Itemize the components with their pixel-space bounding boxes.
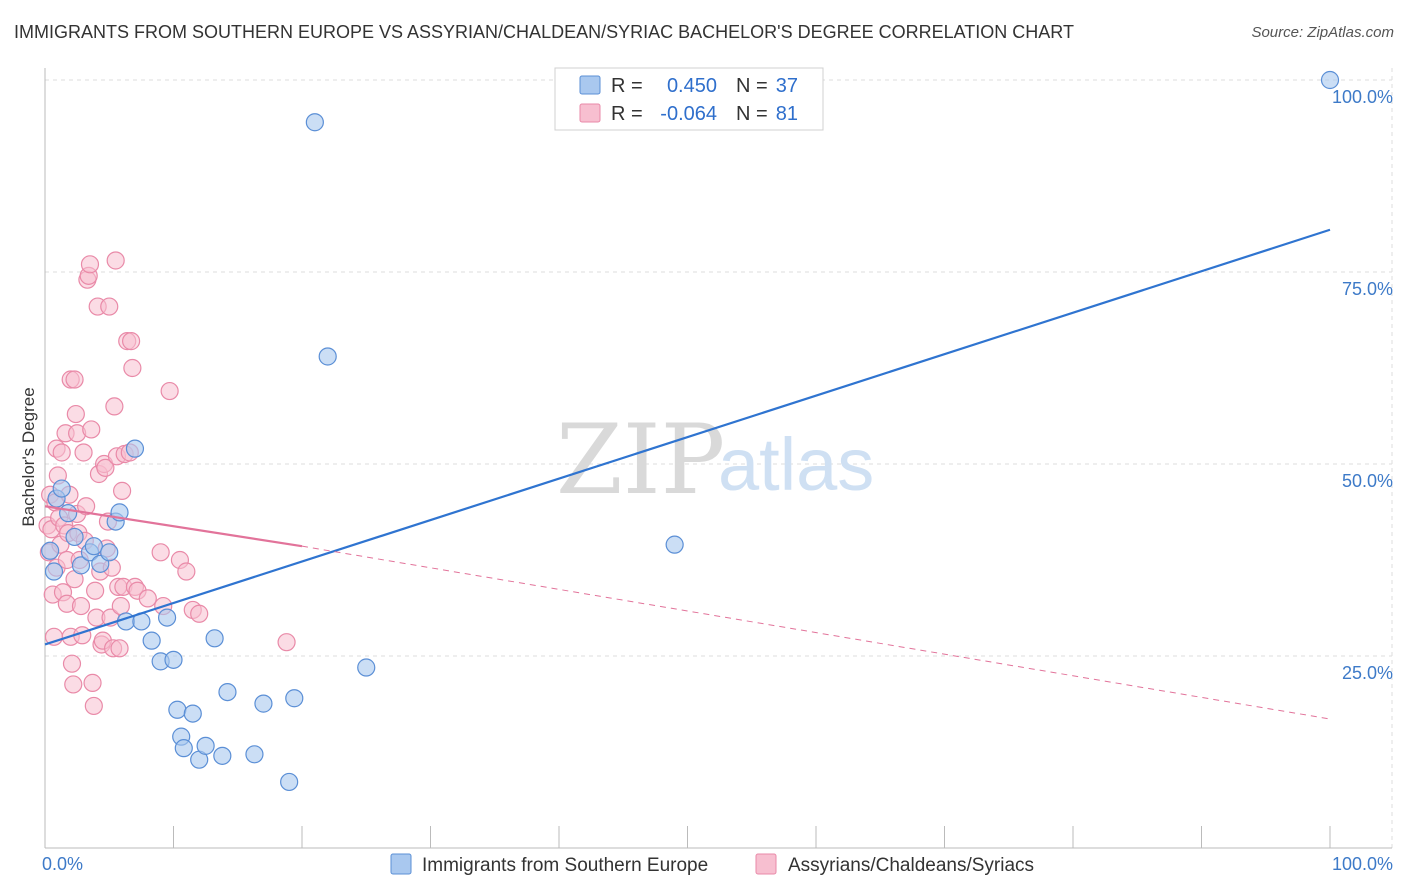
- series-southern-europe-points: [41, 70, 1340, 792]
- data-point-blue: [174, 739, 193, 758]
- data-point-blue: [1320, 70, 1340, 90]
- trend-line-pink: [44, 505, 303, 548]
- series-legend-pink-label: Assyrians/Chaldeans/Syriacs: [788, 855, 1034, 876]
- data-point-blue: [142, 631, 161, 650]
- data-point-blue: [71, 556, 91, 575]
- data-point-pink: [160, 381, 179, 401]
- data-point-blue: [205, 629, 224, 648]
- data-point-pink: [52, 443, 71, 462]
- legend-r-value-1: 0.450: [667, 75, 717, 97]
- legend-n-value-2: 81: [776, 103, 798, 125]
- data-point-pink: [277, 633, 296, 652]
- data-point-blue: [100, 543, 119, 562]
- data-point-blue: [84, 537, 103, 556]
- data-point-pink: [82, 420, 101, 439]
- data-point-blue: [44, 562, 64, 581]
- source-credit: Source: ZipAtlas.com: [1251, 24, 1394, 41]
- legend-pink-swatch: [579, 103, 601, 123]
- watermark-zip: ZIP: [556, 404, 725, 516]
- y-tick-label: 100.0%: [1332, 87, 1393, 107]
- series-legend-blue-label: Immigrants from Southern Europe: [422, 855, 708, 876]
- data-point-blue: [245, 745, 264, 764]
- data-point-pink: [84, 696, 103, 716]
- data-point-blue: [164, 650, 183, 669]
- data-point-blue: [168, 700, 187, 719]
- data-point-pink: [121, 332, 141, 351]
- x-tick-label: 0.0%: [42, 854, 83, 874]
- data-point-blue: [318, 347, 337, 366]
- legend-blue-swatch: [579, 75, 601, 95]
- chart-title: IMMIGRANTS FROM SOUTHERN EUROPE VS ASSYR…: [14, 22, 1074, 42]
- legend-n-value-1: 37: [776, 75, 798, 97]
- trend-line-pink-dashed: [301, 545, 1331, 720]
- series-legend-blue-swatch: [390, 853, 412, 875]
- series-assyrians-points: [38, 251, 296, 716]
- data-point-pink: [112, 481, 132, 500]
- data-point-blue: [157, 608, 177, 627]
- data-point-pink: [62, 654, 82, 673]
- legend-n-label-1: N =: [736, 75, 768, 97]
- data-point-blue: [218, 682, 237, 702]
- data-point-blue: [196, 736, 215, 755]
- trend-lines: [44, 228, 1331, 720]
- data-point-pink: [77, 497, 96, 516]
- data-point-blue: [665, 535, 684, 554]
- data-point-blue: [213, 746, 232, 765]
- data-point-pink: [83, 673, 102, 692]
- y-tick-label: 25.0%: [1342, 663, 1393, 683]
- axes: [44, 68, 1392, 849]
- data-point-blue: [183, 704, 202, 723]
- y-tick-label: 75.0%: [1342, 279, 1393, 299]
- y-axis-label: Bachelor's Degree: [19, 387, 38, 526]
- y-tick-label: 50.0%: [1342, 471, 1393, 491]
- data-point-pink: [123, 358, 142, 378]
- data-point-pink: [74, 443, 93, 462]
- data-point-blue: [357, 658, 376, 677]
- data-point-pink: [138, 589, 157, 608]
- data-point-pink: [110, 639, 129, 658]
- data-point-blue: [254, 694, 273, 713]
- legend-r-label-1: R =: [611, 75, 643, 97]
- data-point-pink: [111, 596, 130, 616]
- gridlines: [45, 68, 1393, 848]
- series-legend: Immigrants from Southern Europe Assyrian…: [390, 853, 1034, 876]
- watermark: ZIP atlas: [556, 404, 874, 516]
- data-point-pink: [151, 543, 170, 562]
- data-point-pink: [66, 404, 85, 424]
- data-point-blue: [280, 772, 299, 792]
- data-point-pink: [177, 562, 196, 581]
- data-point-pink: [80, 255, 100, 274]
- correlation-legend: R = 0.450 N = 37 R = -0.064 N = 81: [554, 67, 824, 131]
- legend-n-label-2: N =: [736, 103, 768, 125]
- data-point-blue: [52, 479, 71, 498]
- data-point-pink: [71, 596, 91, 616]
- y-tick-labels: 25.0% 50.0% 75.0% 100.0%: [1332, 87, 1393, 683]
- data-point-pink: [65, 370, 84, 389]
- data-point-pink: [106, 251, 125, 270]
- data-point-pink: [96, 458, 115, 477]
- trend-line-blue: [44, 228, 1331, 646]
- legend-r-label-2: R =: [611, 103, 643, 125]
- legend-r-value-2: -0.064: [660, 103, 717, 125]
- data-point-blue: [65, 527, 84, 547]
- data-point-pink: [64, 675, 83, 694]
- data-point-blue: [59, 504, 78, 523]
- data-point-blue: [41, 541, 60, 560]
- x-tick-label: 100.0%: [1332, 854, 1393, 874]
- series-legend-pink-swatch: [755, 853, 777, 875]
- data-point-pink: [190, 604, 209, 623]
- data-point-pink: [100, 297, 119, 316]
- data-point-blue: [305, 113, 324, 132]
- x-tick-labels: 0.0% 100.0%: [42, 854, 1393, 874]
- watermark-atlas: atlas: [718, 423, 874, 506]
- data-point-blue: [285, 689, 304, 708]
- data-point-pink: [86, 581, 105, 600]
- data-point-blue: [125, 439, 145, 458]
- data-point-pink: [105, 397, 124, 416]
